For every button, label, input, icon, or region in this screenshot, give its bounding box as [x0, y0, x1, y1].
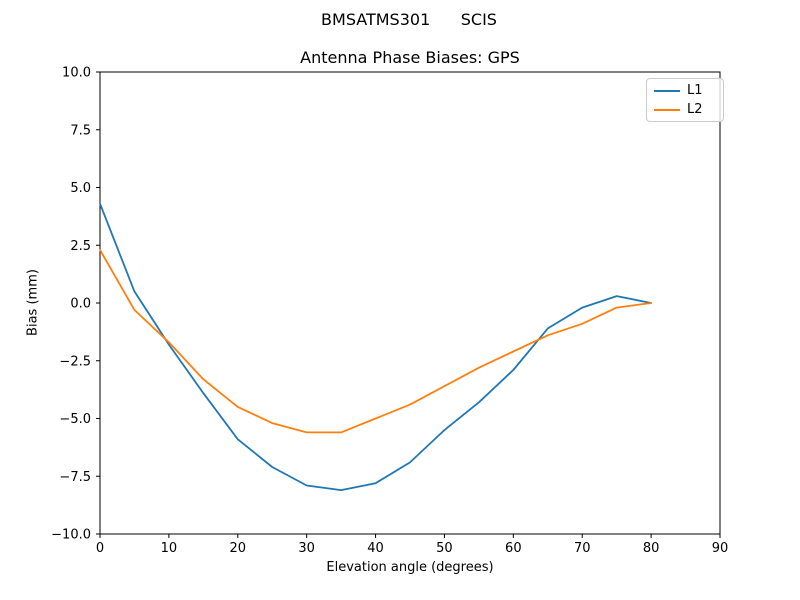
legend: L1 L2: [646, 78, 724, 122]
y-tick-label: −10.0: [51, 528, 91, 543]
figure-suptitle: BMSATMS301 SCIS: [321, 10, 497, 29]
legend-label-l1: L1: [687, 83, 703, 98]
x-tick-label: 20: [230, 541, 247, 556]
legend-label-l2: L2: [687, 102, 703, 117]
x-tick-label: 90: [712, 541, 729, 556]
legend-line-sample-l1: [654, 89, 680, 92]
x-tick-label: 80: [643, 541, 660, 556]
y-axis-label: Bias (mm): [25, 269, 41, 336]
x-tick-label: 0: [96, 541, 104, 556]
series-line-L2: [99, 248, 652, 434]
x-tick-label: 10: [161, 541, 178, 556]
x-tick-label: 30: [298, 541, 315, 556]
y-tick-label: −7.5: [59, 470, 91, 485]
y-tick-label: 7.5: [70, 123, 91, 138]
y-tick-label: 2.5: [70, 239, 91, 254]
y-tick-label: 0.0: [70, 297, 91, 312]
y-tick-label: −2.5: [59, 354, 91, 369]
legend-item-l1: L1: [654, 84, 716, 97]
legend-item-l2: L2: [654, 103, 716, 116]
y-tick-label: −5.0: [59, 412, 91, 427]
x-tick-label: 40: [367, 541, 384, 556]
axes-frame: [99, 71, 721, 535]
x-tick-label: 60: [505, 541, 522, 556]
chart-title: Antenna Phase Biases: GPS: [300, 48, 520, 67]
legend-line-sample-l2: [654, 108, 680, 111]
y-tick-label: 5.0: [70, 181, 91, 196]
x-tick-label: 50: [436, 541, 453, 556]
series-line-L1: [99, 202, 652, 492]
y-tick-label: 10.0: [62, 66, 91, 81]
x-tick-label: 70: [574, 541, 591, 556]
x-axis-label: Elevation angle (degrees): [326, 560, 494, 575]
